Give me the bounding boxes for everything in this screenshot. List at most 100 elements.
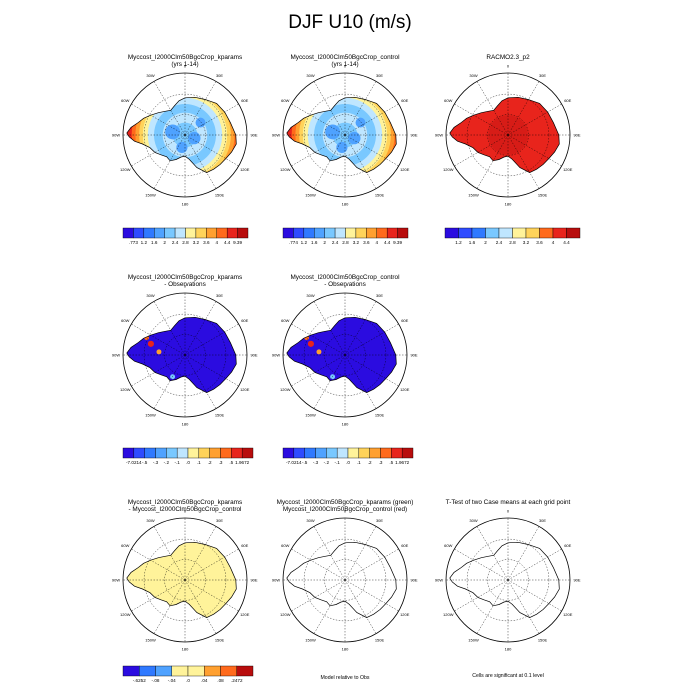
- lon-tick-label: 120W: [280, 612, 291, 617]
- meridian-line: [476, 134, 509, 189]
- colorbar-swatch: [237, 227, 249, 239]
- lon-tick-label: 180: [342, 422, 349, 427]
- colorbar-swatch: [198, 447, 210, 459]
- footnote-model-relative: Model relative to Obs: [320, 675, 370, 681]
- meridian-line: [344, 579, 377, 634]
- latitude-line: [303, 538, 387, 622]
- latitude-line: [143, 93, 227, 177]
- latitude-line: [324, 334, 366, 376]
- colorbar-swatch: [347, 447, 360, 459]
- lon-tick-label: 90E: [573, 133, 580, 138]
- meridian-line: [313, 354, 346, 409]
- colorbar-label: -.3: [153, 460, 159, 465]
- lon-tick-label: 90W: [272, 133, 280, 138]
- colorbar-cb3: 1.2 1.6 2 2.4 2.8 3.2 3.6 4 4.4: [444, 227, 581, 245]
- meridian-line: [344, 134, 399, 167]
- lon-tick-label: 60E: [241, 543, 248, 548]
- lon-tick-label: 30W: [146, 73, 154, 78]
- colorbar-label: .3: [379, 460, 383, 465]
- lon-tick-label: 120E: [240, 612, 250, 617]
- map-border: [445, 72, 571, 198]
- footnote-significance: Cells are significant at 0.1 level: [472, 673, 544, 679]
- meridian-line: [507, 134, 540, 189]
- lon-tick-label: 120W: [120, 612, 131, 617]
- lon-tick-label: 30E: [376, 293, 383, 298]
- meridian-line: [313, 301, 346, 356]
- colorbar-swatch: [216, 227, 228, 239]
- panel-p4: 0 30E 60E 90E 120E 150E 180 150W 120W 90W 60W 30W: [112, 284, 258, 427]
- lon-tick-label: 90E: [250, 133, 257, 138]
- colorbar-label: 1.2: [455, 240, 462, 245]
- lon-tick-label: 60E: [401, 318, 408, 323]
- meridian-line: [344, 134, 377, 189]
- colorbar-label: 1.2: [141, 240, 148, 245]
- meridian-line: [184, 301, 217, 356]
- lon-tick-label: 120W: [280, 387, 291, 392]
- lon-tick-label: 60E: [241, 98, 248, 103]
- meridian-line: [131, 134, 186, 167]
- colorbar-swatch: [539, 227, 554, 239]
- lon-tick-label: 0: [507, 64, 510, 69]
- meridian-line: [344, 103, 399, 136]
- map-border: [122, 292, 248, 418]
- colorbar-swatch: [336, 447, 349, 459]
- panel-p8: 0 30E 60E 90E 120E 150E 180 150W 120W 90W 60W 30W: [435, 509, 581, 652]
- meridian-line: [313, 579, 346, 634]
- meridian-line: [184, 354, 239, 387]
- colorbar-label: .04: [201, 678, 208, 683]
- lon-tick-label: 60E: [401, 543, 408, 548]
- colorbar-cb2: .774 1.2 1.6 2 2.4 2.8 3.2 3.6 4 4.4 9.39: [282, 227, 409, 245]
- meridian-line: [476, 81, 509, 136]
- meridian-line: [454, 579, 509, 612]
- figure-title: DJF U10 (m/s): [288, 12, 412, 33]
- colorbar-label: .3: [219, 460, 223, 465]
- panel-title: Myccost_I2000Clm50BgcCrop_kparams: [127, 499, 243, 506]
- colorbar-label: 1.2: [301, 240, 308, 245]
- colorbar-swatch: [166, 447, 178, 459]
- lon-tick-label: 30W: [306, 518, 314, 523]
- lon-tick-label: 150W: [468, 637, 479, 642]
- colorbar-cb5: -7.0214 -.5 -.3 -.2 -.1 .0 .1 .2 .3 .5 1.9672: [282, 447, 414, 465]
- colorbar-label: 1.9672: [395, 460, 409, 465]
- meridian-line: [131, 548, 186, 581]
- colorbar-label: -.5: [142, 460, 148, 465]
- lon-tick-label: 120E: [563, 612, 573, 617]
- meridian-line: [131, 579, 186, 612]
- colorbar-swatch: [282, 227, 294, 239]
- colorbar-label: 2.4: [496, 240, 503, 245]
- map-border: [282, 292, 408, 418]
- colorbar-swatch: [512, 227, 527, 239]
- lon-tick-label: 90E: [410, 353, 417, 358]
- lon-tick-label: 120E: [563, 167, 573, 172]
- lon-tick-label: 120E: [400, 167, 410, 172]
- lon-tick-label: 90W: [112, 133, 120, 138]
- map-border: [122, 72, 248, 198]
- latitude-line: [143, 538, 227, 622]
- latitude-line: [303, 313, 387, 397]
- panel-title: T-Test of two Case means at each grid po…: [445, 499, 571, 506]
- lon-tick-label: 90E: [573, 578, 580, 583]
- lon-tick-label: 120E: [400, 387, 410, 392]
- colorbar-label: 2.8: [509, 240, 516, 245]
- lon-tick-label: 90E: [250, 578, 257, 583]
- meridian-line: [291, 354, 346, 387]
- lon-tick-label: 30W: [469, 518, 477, 523]
- panel-subtitle: (yrs 1-14): [331, 61, 359, 68]
- colorbar-label: -.2: [164, 460, 170, 465]
- colorbar-label: -.3: [313, 460, 319, 465]
- lon-tick-label: 30E: [216, 518, 223, 523]
- field-patch: [176, 141, 188, 153]
- colorbar-swatch: [164, 227, 176, 239]
- meridian-line: [344, 526, 377, 581]
- lon-tick-label: 60W: [281, 98, 289, 103]
- lon-tick-label: 120W: [443, 612, 454, 617]
- colorbar-swatch: [498, 227, 513, 239]
- colorbar-swatch: [334, 227, 346, 239]
- meridian-line: [454, 548, 509, 581]
- latitude-line: [164, 334, 206, 376]
- meridian-line: [476, 579, 509, 634]
- meridian-line: [184, 323, 239, 356]
- panel-title: Myccost_I2000Clm50BgcCrop_kparams: [127, 274, 243, 281]
- panel-p3: 0 30E 60E 90E 120E 150E 180 150W 120W 90W 60W 30W: [435, 64, 581, 207]
- meridian-line: [184, 579, 239, 612]
